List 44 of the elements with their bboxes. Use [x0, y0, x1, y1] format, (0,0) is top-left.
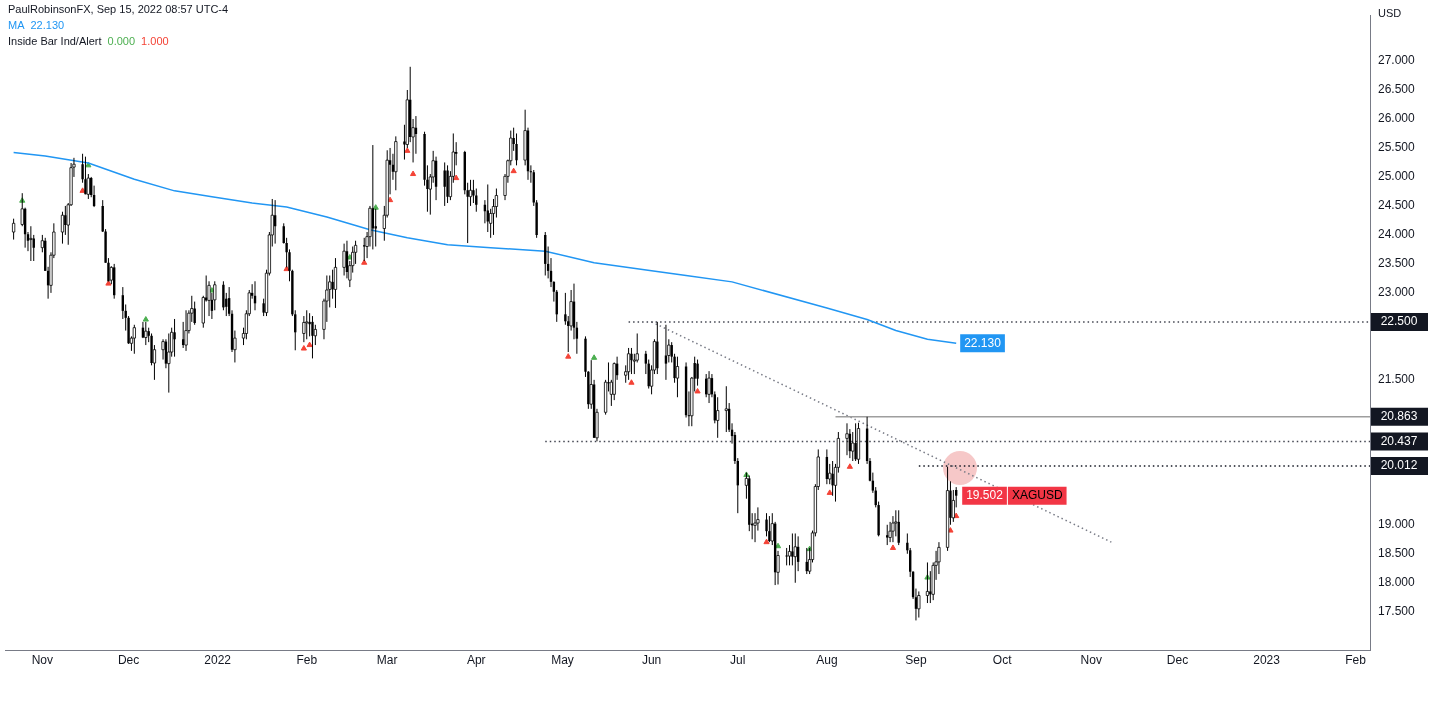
x-tick-label: Mar — [376, 652, 398, 667]
y-tick-label: 26.000 — [1378, 111, 1416, 126]
y-tick-label: 27.000 — [1378, 53, 1416, 68]
annotation: Inside Bar Ind/Alert — [8, 35, 102, 47]
y-tick-label: 25.500 — [1378, 140, 1416, 155]
y-tick-label: 18.500 — [1378, 546, 1416, 561]
x-tick-label: May — [551, 652, 574, 667]
y-tick-label: 24.000 — [1378, 227, 1416, 242]
x-tick-label: Oct — [992, 652, 1013, 667]
x-tick-label: 2023 — [1253, 652, 1281, 667]
annotation: 1.000 — [141, 35, 169, 47]
data-label: 20.437 — [1380, 433, 1418, 448]
x-tick-label: Jun — [641, 652, 662, 667]
x-tick-label: 2022 — [204, 652, 232, 667]
x-tick-label: Dec — [117, 652, 140, 667]
y-tick-label: 19.000 — [1378, 517, 1416, 532]
y-tick-label: 26.500 — [1378, 82, 1416, 97]
x-tick-label: Feb — [1345, 652, 1367, 667]
annotation: 0.000 — [107, 35, 136, 47]
y-tick-label: 18.000 — [1378, 575, 1416, 590]
data-label: 22.500 — [1380, 314, 1418, 329]
x-tick-label: Sep — [905, 652, 927, 667]
text: MA — [8, 19, 25, 31]
y-tick-label: 23.500 — [1378, 256, 1416, 271]
y-axis-title: USD — [1378, 6, 1402, 19]
y-tick-label: 24.500 — [1378, 198, 1416, 213]
data-label: 20.863 — [1380, 409, 1418, 424]
x-tick-label: Aug — [816, 652, 838, 667]
x-tick-label: Jul — [730, 652, 746, 667]
x-tick-label: Apr — [466, 652, 486, 667]
text: XAGUSD — [1011, 487, 1063, 502]
y-tick-label: 21.500 — [1378, 372, 1416, 387]
annotation: 19.502 — [966, 487, 1004, 502]
data-label: 20.012 — [1380, 458, 1418, 473]
chart-title: PaulRobinsonFX, Sep 15, 2022 08:57 UTC-4 — [8, 2, 229, 17]
data-label: 22.130 — [964, 335, 1002, 350]
x-tick-label: Feb — [296, 652, 318, 667]
x-tick-label: Dec — [1166, 652, 1189, 667]
text: 22.130 — [30, 19, 65, 31]
x-tick-label: Nov — [31, 652, 54, 667]
y-tick-label: 25.000 — [1378, 169, 1416, 184]
x-tick-label: Nov — [1080, 652, 1102, 667]
y-tick-label: 23.000 — [1378, 285, 1416, 300]
y-tick-label: 17.500 — [1378, 604, 1416, 619]
